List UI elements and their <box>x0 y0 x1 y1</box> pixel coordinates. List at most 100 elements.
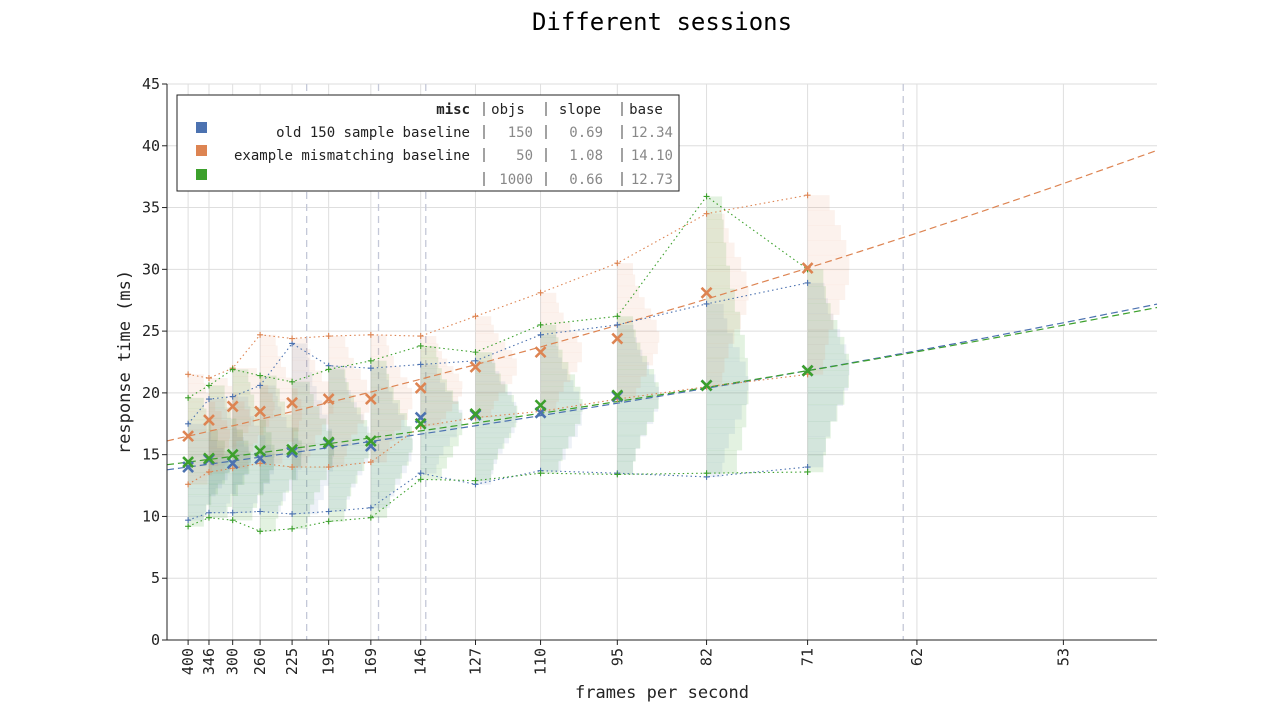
envelope-point <box>205 382 212 389</box>
envelope-point <box>229 366 236 373</box>
distribution-bar <box>706 361 746 377</box>
distribution-bar <box>208 385 225 397</box>
legend-objs: 50 <box>516 148 533 164</box>
y-tick-label: 0 <box>151 631 160 649</box>
distribution-bar <box>328 357 354 370</box>
distributions <box>188 195 850 532</box>
envelope-point <box>367 459 374 466</box>
distribution-bar <box>232 469 270 483</box>
envelope-point <box>472 357 479 364</box>
distribution-bar <box>260 437 299 449</box>
median-point <box>286 396 299 409</box>
distribution-bar <box>807 299 840 315</box>
distribution-bar <box>260 452 283 464</box>
distribution-bar <box>540 425 578 438</box>
distribution-bar <box>370 403 399 416</box>
distribution-bar <box>328 346 349 359</box>
distribution-bar <box>260 479 292 491</box>
distribution-bar <box>232 418 270 427</box>
distribution-bar <box>232 432 272 446</box>
envelope-point <box>325 508 332 515</box>
distribution-bar <box>292 504 311 517</box>
distribution-bar <box>328 414 364 427</box>
legend-slope: 1.08 <box>569 148 603 164</box>
series-0 <box>185 279 811 524</box>
legend-swatch <box>196 169 207 180</box>
distribution-bar <box>807 298 828 314</box>
distribution-bar <box>617 337 638 350</box>
x-tick-label: 127 <box>466 648 484 675</box>
distribution-bar <box>328 487 350 500</box>
distribution-bar <box>260 466 296 480</box>
distribution-bar <box>328 496 347 510</box>
distribution-bar <box>617 342 658 355</box>
y-tick-label: 20 <box>142 384 160 402</box>
distribution-bar <box>188 429 218 441</box>
distribution-bar <box>292 349 311 361</box>
legend-objs: 1000 <box>499 172 533 188</box>
distribution-bar <box>292 430 332 444</box>
distribution-bar <box>617 376 641 389</box>
distribution-bar <box>188 483 218 495</box>
distribution-bar <box>292 516 308 530</box>
y-tick-label: 10 <box>142 507 160 525</box>
distribution-bar <box>617 362 650 375</box>
distribution-bar <box>617 355 648 370</box>
envelope-point <box>257 331 264 338</box>
distribution-bar <box>188 515 204 527</box>
distribution-bar <box>188 431 212 441</box>
distribution-bar <box>188 479 223 489</box>
distribution-bar <box>706 213 725 229</box>
distribution-bar <box>232 454 275 465</box>
distribution-bar <box>208 448 231 457</box>
distribution-bar <box>232 407 260 420</box>
envelope-point <box>257 372 264 379</box>
distribution-bar <box>188 401 216 412</box>
distribution-bar <box>260 469 298 481</box>
distribution-bar <box>807 303 831 321</box>
x-tick-label: 300 <box>224 648 242 675</box>
distribution-bar <box>420 464 437 474</box>
median-point <box>801 364 814 377</box>
distribution-bar <box>807 336 845 355</box>
envelope-point <box>325 333 332 340</box>
y-tick-label: 35 <box>142 199 160 217</box>
distribution-bar <box>370 449 412 462</box>
distribution-bar <box>208 427 238 438</box>
distribution-bar <box>617 342 641 357</box>
distribution-bar <box>232 435 266 446</box>
distribution-bar <box>292 371 313 387</box>
distribution-bar <box>188 440 225 452</box>
x-tick-label: 169 <box>362 648 380 675</box>
distribution-bar <box>475 427 512 439</box>
envelope-point <box>205 514 212 521</box>
median-point <box>226 457 239 470</box>
distribution-bar <box>188 420 228 430</box>
envelope-point <box>804 468 811 475</box>
distribution-bar <box>475 316 492 326</box>
envelope-point <box>257 382 264 389</box>
distribution-bar <box>260 377 292 389</box>
distribution-bar <box>370 356 394 367</box>
distribution-bar <box>420 411 447 420</box>
envelope-point <box>614 260 621 267</box>
distribution-bar <box>617 331 660 343</box>
distribution-bar <box>617 421 648 436</box>
envelope-point <box>289 510 296 517</box>
distribution-bar <box>370 413 407 427</box>
envelope-point <box>804 192 811 199</box>
distribution-bar <box>292 381 329 393</box>
distribution-bar <box>540 346 559 358</box>
distribution-bar <box>540 414 582 426</box>
distribution-bar <box>540 436 569 449</box>
distribution-bar <box>540 391 580 404</box>
distribution-bar <box>807 359 824 375</box>
envelope-point <box>614 313 621 320</box>
distribution-bar <box>706 300 747 315</box>
distribution-bar <box>420 418 462 429</box>
distribution-bar <box>475 459 494 471</box>
distribution-bar <box>292 428 333 444</box>
distribution-bar <box>208 393 239 402</box>
distribution-bar <box>208 440 237 449</box>
legend-header-slope: slope <box>559 102 601 118</box>
